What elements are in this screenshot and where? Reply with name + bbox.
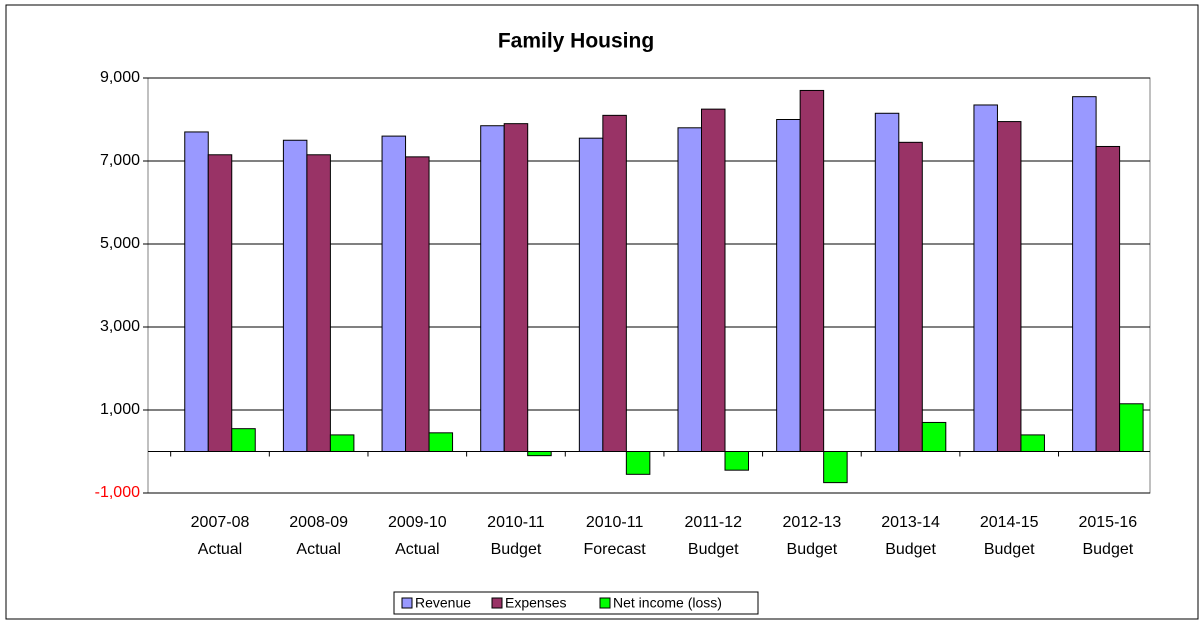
bar <box>776 119 801 452</box>
bar <box>282 139 308 452</box>
bar <box>207 154 233 452</box>
x-tick-label: Budget <box>688 541 739 558</box>
bar <box>921 421 947 453</box>
bar <box>973 104 998 452</box>
legend-box <box>393 591 759 615</box>
y-tick-label: 7,000 <box>100 152 140 169</box>
y-tick-label: -1,000 <box>95 484 140 501</box>
bar <box>602 114 627 452</box>
bar <box>724 451 749 471</box>
bar <box>799 89 825 452</box>
x-tick-label: Forecast <box>583 541 646 558</box>
bar <box>1072 96 1097 453</box>
x-tick-label: Actual <box>296 541 340 558</box>
x-tick-label: Actual <box>395 541 439 558</box>
bar <box>1095 145 1121 452</box>
x-tick-label: 2011-12 <box>684 514 742 531</box>
x-tick-label: Budget <box>787 541 838 558</box>
bar <box>996 121 1022 452</box>
bar <box>874 112 900 453</box>
legend-swatch <box>599 597 611 609</box>
bar <box>625 451 651 475</box>
bar <box>898 141 923 452</box>
legend-swatch <box>491 597 503 609</box>
bar <box>503 123 529 453</box>
x-tick-label: 2010-11 <box>487 514 545 531</box>
x-tick-label: 2010-11 <box>586 514 644 531</box>
bar <box>480 125 505 452</box>
x-tick-label: 2012-13 <box>783 514 842 531</box>
x-tick-label: 2009-10 <box>388 514 447 531</box>
bar <box>231 428 256 452</box>
legend-label: Expenses <box>505 595 566 611</box>
bar <box>677 127 702 453</box>
x-tick-label: 2015-16 <box>1078 514 1137 531</box>
x-tick-label: 2007-08 <box>191 514 250 531</box>
x-tick-label: Budget <box>885 541 936 558</box>
bar <box>578 137 604 453</box>
y-tick-label: 1,000 <box>100 401 140 418</box>
y-tick-label: 5,000 <box>100 235 140 252</box>
x-tick-label: Budget <box>984 541 1035 558</box>
x-tick-label: 2008-09 <box>289 514 348 531</box>
x-tick-label: Budget <box>491 541 542 558</box>
chart-title: Family Housing <box>498 30 654 53</box>
bar <box>405 156 430 452</box>
bar <box>701 108 726 452</box>
bar <box>184 131 209 452</box>
bar <box>306 154 331 452</box>
x-tick-label: 2014-15 <box>980 514 1039 531</box>
legend-label: Net income (loss) <box>613 595 722 611</box>
bar <box>1119 403 1144 452</box>
legend-swatch <box>401 597 413 609</box>
legend-label: Revenue <box>415 595 471 611</box>
bar <box>823 451 848 484</box>
bar <box>527 451 552 457</box>
bar <box>428 432 454 453</box>
y-tick-label: 9,000 <box>100 69 140 86</box>
x-tick-label: 2013-14 <box>881 514 940 531</box>
bar <box>329 434 355 452</box>
x-tick-label: Actual <box>198 541 242 558</box>
x-tick-label: Budget <box>1082 541 1133 558</box>
bar <box>381 135 407 452</box>
y-tick-label: 3,000 <box>100 318 140 335</box>
bar <box>1020 434 1045 452</box>
